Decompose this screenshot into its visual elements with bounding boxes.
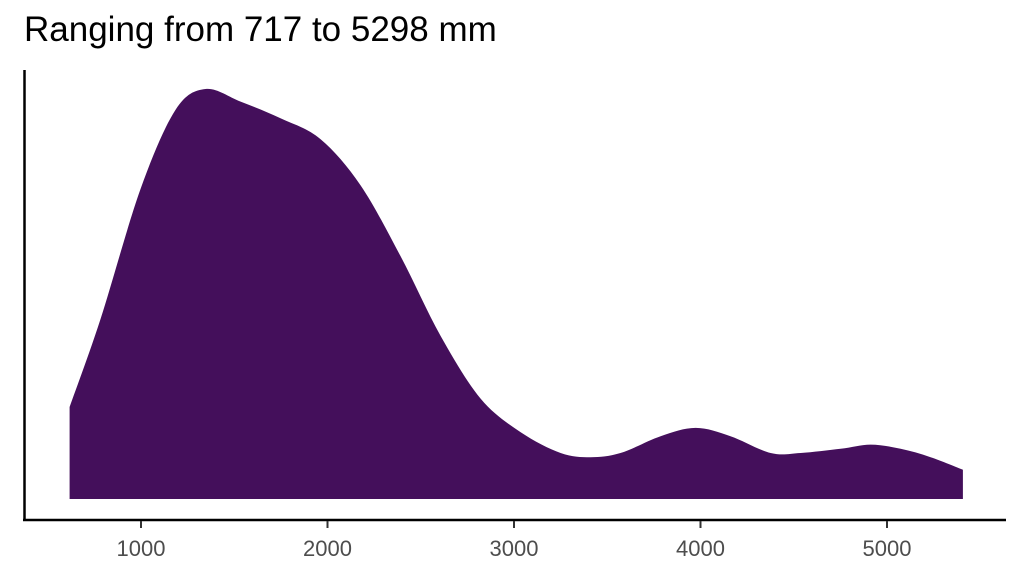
density-area	[69, 88, 963, 499]
x-tick-label: 4000	[676, 536, 725, 561]
x-axis-ticks: 1000 2000 3000 4000 5000	[117, 521, 912, 561]
x-tick-label: 2000	[303, 536, 352, 561]
chart-title: Ranging from 717 to 5298 mm	[24, 10, 497, 49]
x-tick-label: 5000	[863, 536, 912, 561]
x-tick-label: 1000	[117, 536, 166, 561]
x-tick-label: 3000	[490, 536, 539, 561]
